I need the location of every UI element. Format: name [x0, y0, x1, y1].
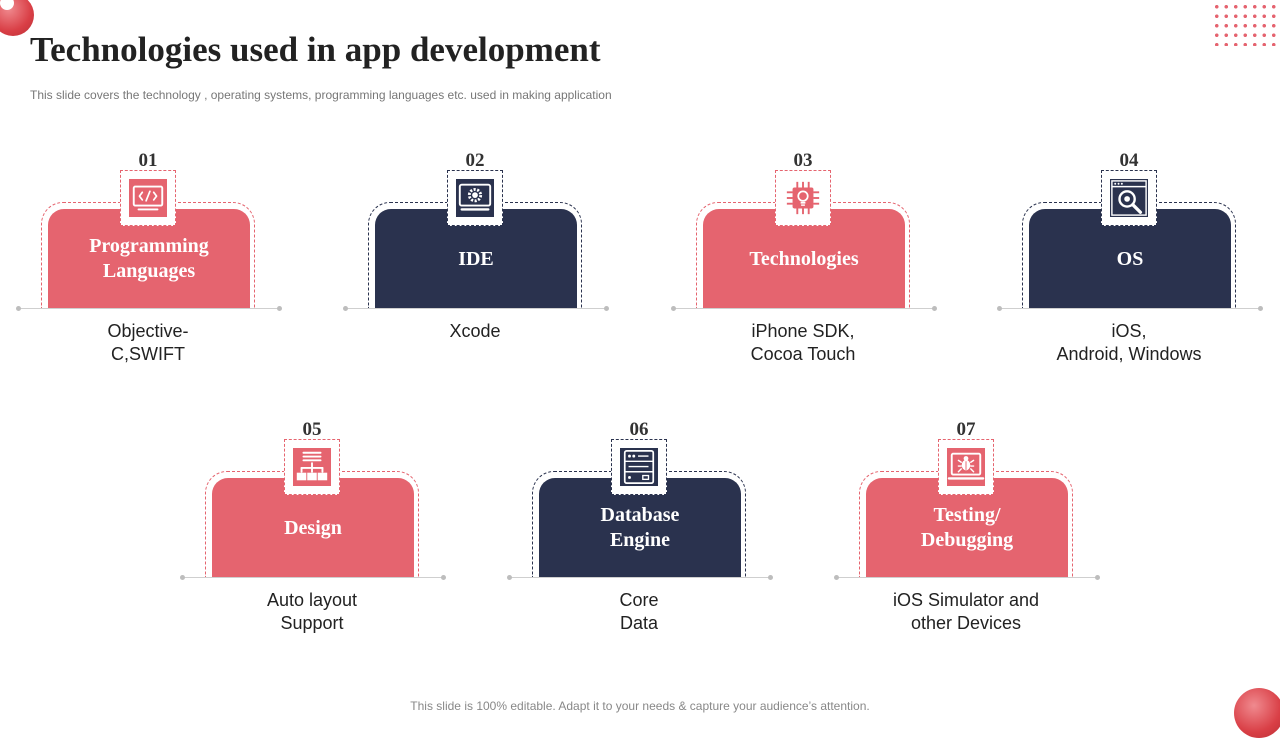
decorative-circle-bottom-right	[1234, 688, 1280, 738]
tech-card-02: 02 IDE Xcode	[343, 150, 613, 400]
card-baseline	[18, 308, 280, 309]
tech-card-05: 05 Design Auto layout Support	[180, 419, 450, 669]
card-desc-line1: Auto layout	[266, 590, 358, 610]
decorative-dot-grid	[1212, 2, 1280, 46]
card-icon-box	[938, 439, 994, 495]
card-title-line2: Languages	[102, 260, 196, 282]
baseline-dot-left	[180, 575, 185, 580]
code-window-icon	[129, 179, 167, 217]
card-baseline	[836, 577, 1098, 578]
slide-subtitle: This slide covers the technology , opera…	[30, 88, 612, 102]
card-desc-line1: iOS,	[1111, 321, 1147, 341]
card-desc-line1: Xcode	[449, 321, 501, 341]
card-title-block: Testing/ Debugging	[866, 478, 1068, 578]
card-title-line1: Design	[284, 516, 342, 539]
baseline-dot-left	[343, 306, 348, 311]
card-title-line1: OS	[1116, 247, 1144, 270]
card-number: 07	[956, 419, 976, 440]
card-icon-box	[1101, 170, 1157, 226]
card-description: iOS Simulator and other Devices	[834, 589, 1098, 635]
card-number: 04	[1119, 150, 1139, 171]
slide-title: Technologies used in app development	[30, 30, 601, 69]
card-baseline	[999, 308, 1261, 309]
card-desc-line2: Support	[280, 613, 344, 633]
card-number: 03	[793, 150, 813, 171]
card-description: Xcode	[343, 320, 607, 343]
card-baseline	[673, 308, 935, 309]
tech-card-01: 01 Programming Languages Objective- C,SW…	[16, 150, 286, 400]
card-icon-box	[120, 170, 176, 226]
baseline-dot-right	[441, 575, 446, 580]
tech-card-04: 04 OS iOS, Android, Windows	[997, 150, 1267, 400]
card-title-line1: Testing/	[933, 504, 1001, 526]
baseline-dot-right	[1258, 306, 1263, 311]
card-title-line1: Programming	[89, 235, 209, 257]
tech-card-03: 03 Technologies iPhone SDK, Cocoa Touch	[671, 150, 941, 400]
card-description: iOS, Android, Windows	[997, 320, 1261, 366]
card-baseline	[182, 577, 444, 578]
baseline-dot-right	[932, 306, 937, 311]
card-icon-box	[611, 439, 667, 495]
gear-monitor-icon	[456, 179, 494, 217]
baseline-dot-right	[604, 306, 609, 311]
card-icon-box	[775, 170, 831, 226]
card-desc-line2: Android, Windows	[1056, 344, 1202, 364]
tech-card-06: 06 Database Engine Core Data	[507, 419, 777, 669]
card-desc-line1: iPhone SDK,	[751, 321, 855, 341]
sitemap-document-icon	[293, 448, 331, 486]
card-title-line2: Engine	[609, 529, 670, 551]
baseline-dot-left	[671, 306, 676, 311]
card-title-line1: IDE	[458, 247, 494, 270]
baseline-dot-left	[507, 575, 512, 580]
baseline-dot-left	[834, 575, 839, 580]
baseline-dot-right	[277, 306, 282, 311]
card-number: 02	[465, 150, 485, 171]
chip-bulb-icon	[784, 179, 822, 217]
card-desc-line2: Cocoa Touch	[750, 344, 856, 364]
browser-search-icon	[1110, 179, 1148, 217]
baseline-dot-right	[1095, 575, 1100, 580]
card-desc-line2: Data	[619, 613, 659, 633]
card-baseline	[345, 308, 607, 309]
footer-note: This slide is 100% editable. Adapt it to…	[410, 699, 870, 713]
card-desc-line1: iOS Simulator and	[892, 590, 1040, 610]
card-number: 06	[629, 419, 649, 440]
decorative-circle-top-left	[0, 0, 34, 36]
card-description: Objective- C,SWIFT	[16, 320, 280, 366]
card-title-line2: Debugging	[920, 529, 1014, 551]
card-desc-line1: Objective-	[107, 321, 189, 341]
card-number: 05	[302, 419, 322, 440]
card-desc-line2: other Devices	[910, 613, 1022, 633]
card-number: 01	[138, 150, 158, 171]
card-description: iPhone SDK, Cocoa Touch	[671, 320, 935, 366]
tech-card-07: 07 Testing/ Debugging iOS Simulator and …	[834, 419, 1104, 669]
card-description: Auto layout Support	[180, 589, 444, 635]
baseline-dot-left	[997, 306, 1002, 311]
card-icon-box	[447, 170, 503, 226]
baseline-dot-right	[768, 575, 773, 580]
card-description: Core Data	[507, 589, 771, 635]
bug-laptop-icon	[947, 448, 985, 486]
decorative-circle-inner	[0, 0, 14, 10]
card-title-line1: Technologies	[749, 247, 859, 270]
card-title-line1: Database	[600, 504, 680, 526]
card-desc-line1: Core	[619, 590, 659, 610]
baseline-dot-left	[16, 306, 21, 311]
card-desc-line2: C,SWIFT	[111, 344, 185, 364]
server-icon	[620, 448, 658, 486]
card-icon-box	[284, 439, 340, 495]
card-baseline	[509, 577, 771, 578]
